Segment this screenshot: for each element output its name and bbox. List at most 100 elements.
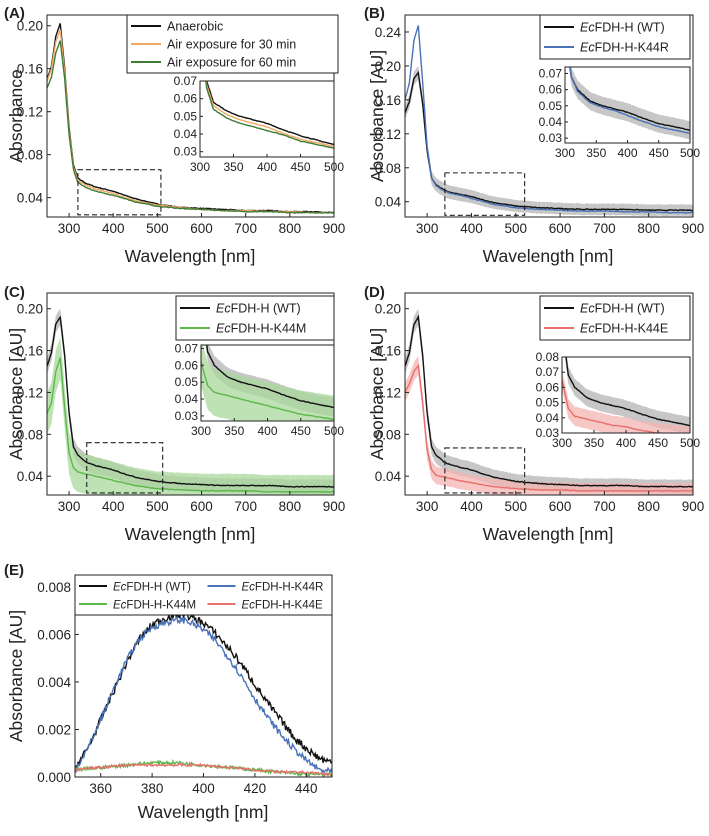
x-tick-label: 400 [460,499,483,514]
legend-entry: EcFDH-H-K44M [216,322,306,336]
chart-panel-b: (B) 300 400 500 600 700 800 900 0.04 0.08 0.12 0.16… [364,5,704,266]
y-axis-label: Absorbance [AU] [367,328,387,460]
inset-y-tick-label: 0.05 [536,396,560,410]
inset-x-tick-label: 450 [649,146,669,160]
inset-band [201,345,334,421]
inset-y-tick-label: 0.06 [174,92,198,106]
y-tick-label: 0.04 [17,191,44,206]
legend-entry-name: FDH-H-K44E [595,322,669,336]
inset-x-tick-label: 400 [616,436,636,450]
x-tick-label: 900 [323,221,346,236]
legend-entry-name: FDH-H (WT) [126,582,191,594]
y-axis-label: Absorbance [AU] [6,610,26,742]
inset-y-tick-label: 0.04 [536,411,560,425]
legend-entry: EcFDH-H (WT) [580,21,665,35]
y-tick-label: 0.24 [375,25,402,40]
y-tick-label: 0.12 [375,127,401,142]
x-tick-label: 500 [146,499,169,514]
inset-chart: 300 350 400 450 500 0.03 0.04 0.05 0.06 0.07 [539,66,701,160]
inset-chart: 300 350 400 450 500 0.03 0.04 0.05 0.06 0.07 [174,74,345,174]
inset-x-tick-label: 300 [191,424,211,438]
inset-series-line [569,67,690,131]
x-tick-label: 400 [102,499,125,514]
y-tick-label: 0.000 [37,770,71,785]
inset-y-tick-label: 0.04 [174,127,198,141]
inset-y-tick-label: 0.06 [175,358,199,372]
y-tick-label: 0.006 [37,627,71,642]
band-fdh-h-k44m [47,336,334,495]
legend-box [175,295,335,341]
x-tick-label: 700 [234,499,257,514]
x-tick-label: 800 [279,499,302,514]
legend-entry: EcFDH-H (WT) [113,582,191,594]
x-axis-label: Wavelength [nm] [125,246,256,266]
inset-x-tick-label: 500 [680,146,700,160]
legend-entry-prefix: Ec [242,600,256,612]
zoom-region-box [86,442,164,494]
series-line-fdh-h-k44r [405,25,693,214]
x-tick-label: 300 [416,499,439,514]
inset-band [562,370,690,433]
plot-area [75,609,332,777]
legend-entry-name: FDH-H-K44M [126,600,196,612]
zoom-region-box [444,172,526,216]
inset-x-tick-label: 400 [257,424,277,438]
inset-y-tick-label: 0.03 [539,131,563,145]
legend-entry-name: FDH-H (WT) [231,302,301,316]
inset-background [200,81,334,157]
legend-entry-name: Air exposure for 30 min [167,38,296,52]
x-tick-label: 700 [593,221,616,236]
inset-x-tick-label: 350 [224,424,244,438]
panel-label: (C) [4,284,25,301]
y-tick-label: 0.08 [375,427,401,442]
y-tick-label: 0.004 [37,675,71,690]
legend-entry: EcFDH-H-K44E [580,322,668,336]
legend-entry-name: FDH-H-K44M [231,322,307,336]
chart-panel-a: (A) 300 400 500 600 700 800 900 0.04 0.08 0.12 0.16… [4,5,345,266]
x-tick-label: 800 [279,221,302,236]
y-axis-label: Absorbance [AU] [367,50,387,182]
legend-entry-name: FDH-H-K44E [255,600,323,612]
y-tick-label: 0.002 [37,722,71,737]
x-tick-label: 600 [549,221,572,236]
inset-series-line [205,81,334,149]
inset-x-tick-label: 300 [190,160,210,174]
legend-box [539,295,691,341]
x-tick-label: 500 [146,221,169,236]
inset-chart: 300 350 400 450 500 0.03 0.04 0.05 0.06 0.07 [175,341,345,438]
inset-x-tick-label: 350 [223,160,243,174]
legend-entry-name: Air exposure for 60 min [167,56,296,70]
inset-y-tick-label: 0.03 [536,426,560,440]
legend-entry: EcFDH-H-K44E [242,600,323,612]
x-tick-label: 300 [58,499,81,514]
inset-x-tick-label: 450 [648,436,668,450]
x-axis-label: Wavelength [nm] [483,246,614,266]
legend-entry: EcFDH-H-K44R [580,41,669,55]
inset-x-tick-label: 500 [324,160,344,174]
inset-x-tick-label: 350 [586,146,606,160]
x-tick-label: 360 [89,781,112,796]
y-tick-label: 0.08 [375,161,401,176]
zoom-region-box [77,169,162,216]
x-tick-label: 380 [141,781,164,796]
legend-entry-name: FDH-H (WT) [595,21,665,35]
inset-y-tick-label: 0.05 [175,375,199,389]
legend-entry-prefix: Ec [216,302,231,316]
series-line-fdh-h-k44e [405,363,693,493]
y-tick-label: 0.20 [375,59,401,74]
legend-entry-prefix: Ec [580,41,595,55]
inset-plot-area [569,67,690,140]
inset-series-line [206,345,334,409]
inset-band [564,357,690,433]
plot-area [47,308,334,495]
inset-x-tick-label: 350 [584,436,604,450]
legend-entry-name: Anaerobic [167,20,223,34]
legend-entry: EcFDH-H (WT) [580,302,665,316]
inset-y-tick-label: 0.03 [175,409,199,423]
inset-series-line [562,379,668,433]
x-tick-label: 600 [190,499,213,514]
series-line-fdh-h-k44m [47,357,334,494]
x-tick-label: 400 [102,221,125,236]
x-tick-label: 700 [593,499,616,514]
inset-x-tick-label: 400 [617,146,637,160]
